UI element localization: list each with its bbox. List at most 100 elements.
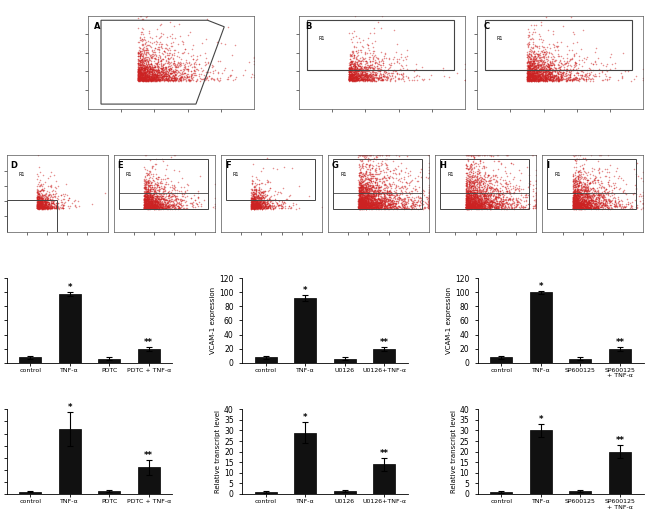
Point: [495, 187, 505, 195]
Point: [161, 44, 171, 52]
Point: [371, 54, 382, 62]
Point: [257, 204, 268, 212]
Point: [44, 202, 55, 211]
Point: [143, 70, 153, 79]
Point: [593, 69, 604, 77]
Point: [416, 193, 426, 202]
Point: [488, 171, 499, 179]
Point: [536, 55, 547, 63]
Point: [142, 179, 153, 187]
Point: [357, 202, 367, 211]
Point: [150, 194, 160, 202]
Point: [55, 201, 66, 209]
Point: [577, 195, 587, 203]
Point: [166, 34, 177, 42]
Point: [525, 72, 535, 81]
Point: [491, 201, 502, 210]
Point: [582, 177, 592, 186]
Point: [358, 187, 368, 195]
Point: [138, 67, 148, 75]
Point: [356, 201, 367, 209]
Point: [53, 203, 64, 212]
Point: [143, 193, 153, 202]
Point: [150, 73, 160, 81]
Point: [141, 73, 151, 81]
Point: [136, 74, 146, 83]
Point: [576, 186, 586, 194]
Point: [546, 68, 556, 76]
Point: [367, 204, 377, 212]
Point: [464, 193, 474, 202]
Point: [161, 76, 172, 84]
Point: [574, 200, 584, 209]
Point: [522, 76, 532, 84]
Point: [577, 204, 588, 212]
Point: [534, 75, 545, 84]
Point: [157, 203, 167, 211]
Point: [34, 201, 45, 210]
Point: [573, 203, 584, 211]
Point: [359, 193, 369, 202]
Point: [591, 60, 601, 68]
Point: [489, 190, 499, 198]
Point: [349, 71, 359, 80]
Point: [249, 201, 259, 209]
Point: [551, 75, 561, 84]
Point: [382, 203, 392, 212]
Point: [589, 204, 599, 213]
Point: [253, 200, 263, 208]
Point: [146, 72, 156, 81]
Point: [597, 75, 607, 84]
Point: [390, 164, 400, 172]
Point: [358, 173, 368, 181]
Point: [359, 186, 369, 194]
Point: [462, 201, 472, 210]
Point: [133, 73, 143, 82]
Point: [526, 55, 536, 63]
Point: [139, 187, 150, 196]
Point: [477, 175, 488, 184]
Point: [246, 199, 257, 207]
Point: [350, 71, 360, 80]
Point: [135, 72, 146, 80]
Point: [465, 202, 475, 210]
Point: [380, 151, 391, 160]
Point: [138, 73, 148, 81]
Point: [496, 203, 506, 211]
Point: [568, 203, 578, 211]
Point: [383, 72, 393, 81]
Point: [133, 72, 144, 81]
Point: [463, 203, 474, 211]
Point: [471, 204, 482, 212]
Point: [406, 204, 416, 213]
Point: [354, 70, 364, 79]
Point: [213, 69, 223, 77]
Point: [370, 203, 381, 211]
Point: [528, 62, 539, 70]
Point: [143, 202, 153, 211]
Point: [161, 56, 171, 64]
Point: [361, 192, 372, 201]
Point: [141, 187, 151, 195]
Point: [374, 200, 385, 209]
Point: [412, 198, 423, 206]
Point: [466, 196, 476, 204]
Point: [577, 204, 588, 212]
Point: [247, 201, 257, 209]
Point: [577, 203, 588, 212]
Point: [140, 74, 151, 82]
Point: [468, 179, 478, 187]
Point: [349, 75, 359, 84]
Point: [465, 201, 475, 210]
Point: [491, 200, 502, 209]
Point: [367, 68, 378, 76]
Point: [151, 203, 162, 212]
Point: [135, 66, 146, 74]
Point: [135, 64, 146, 73]
Point: [176, 58, 187, 67]
Point: [162, 51, 173, 59]
Point: [254, 200, 265, 209]
Point: [135, 76, 146, 84]
Point: [376, 199, 386, 207]
Point: [174, 203, 185, 212]
